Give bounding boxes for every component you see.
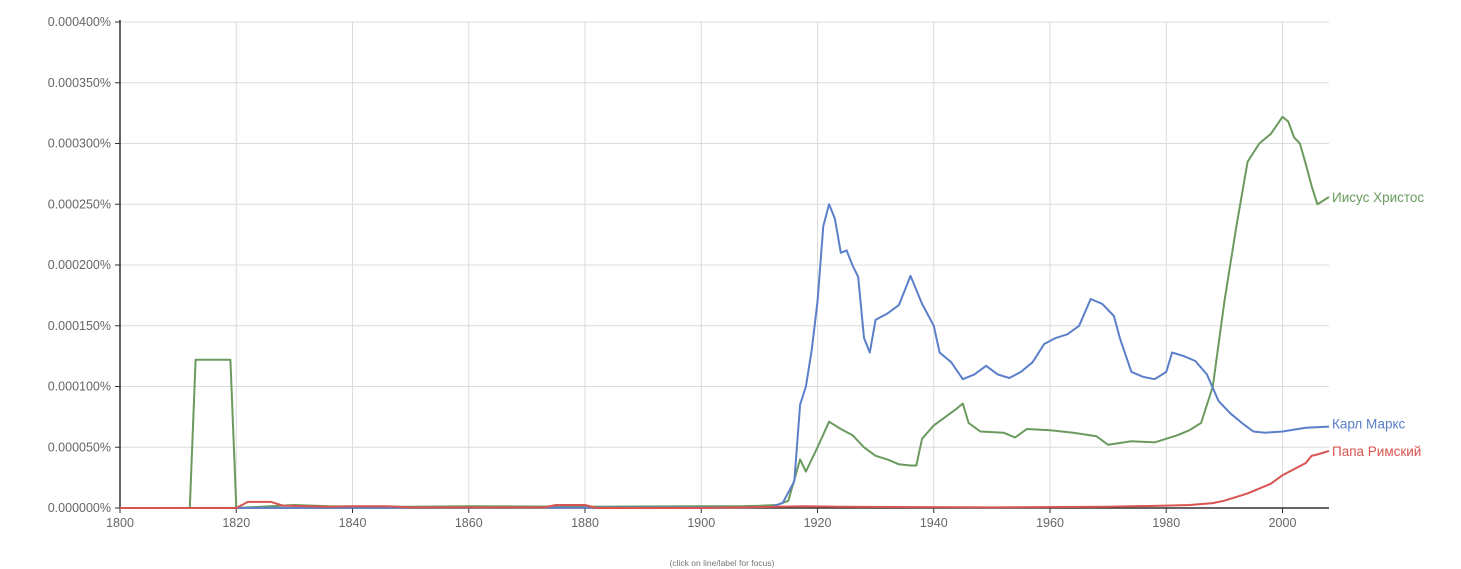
series-label-2[interactable]: Папа Римский <box>1332 444 1421 459</box>
chart-footnote: (click on line/label for focus) <box>670 558 775 568</box>
x-tick-label: 1940 <box>920 516 948 530</box>
series-line-1[interactable] <box>119 203 1330 509</box>
x-tick-label: 1820 <box>222 516 250 530</box>
x-tick-label: 1920 <box>804 516 832 530</box>
x-tick-label: 1880 <box>571 516 599 530</box>
x-tick-label: 1900 <box>687 516 715 530</box>
y-tick-label: 0.000350% <box>48 76 111 90</box>
series-line-0[interactable] <box>120 115 1330 509</box>
series-label-0[interactable]: Иисус Христос <box>1332 190 1424 205</box>
x-tick-label: 1840 <box>339 516 367 530</box>
series-labels[interactable]: Иисус Христос Карл Маркс Папа Римский <box>1332 190 1424 459</box>
y-axis-ticks: 0.000000% 0.000050% 0.000100% 0.000150% 0.00… <box>48 15 120 515</box>
y-tick-label: 0.000050% <box>48 440 111 454</box>
series-line-2[interactable] <box>120 449 1330 509</box>
y-tick-label: 0.000000% <box>48 501 111 515</box>
y-tick-label: 0.000400% <box>48 15 111 29</box>
y-tick-label: 0.000200% <box>48 258 111 272</box>
axes <box>119 20 1329 509</box>
grid <box>120 21 1329 508</box>
y-tick-label: 0.000100% <box>48 380 111 394</box>
x-tick-label: 2000 <box>1269 516 1297 530</box>
y-tick-label: 0.000150% <box>48 319 111 333</box>
series-label-1[interactable]: Карл Маркс <box>1332 417 1406 432</box>
y-tick-label: 0.000300% <box>48 137 111 151</box>
x-tick-label: 1860 <box>455 516 483 530</box>
x-tick-label: 1800 <box>106 516 134 530</box>
x-axis-ticks: 1800 1820 1840 1860 1880 1900 1920 1940 1960 1980… <box>106 508 1296 530</box>
series-lines[interactable] <box>119 115 1330 509</box>
x-tick-label: 1960 <box>1036 516 1064 530</box>
x-tick-label: 1980 <box>1152 516 1180 530</box>
y-tick-label: 0.000250% <box>48 197 111 211</box>
